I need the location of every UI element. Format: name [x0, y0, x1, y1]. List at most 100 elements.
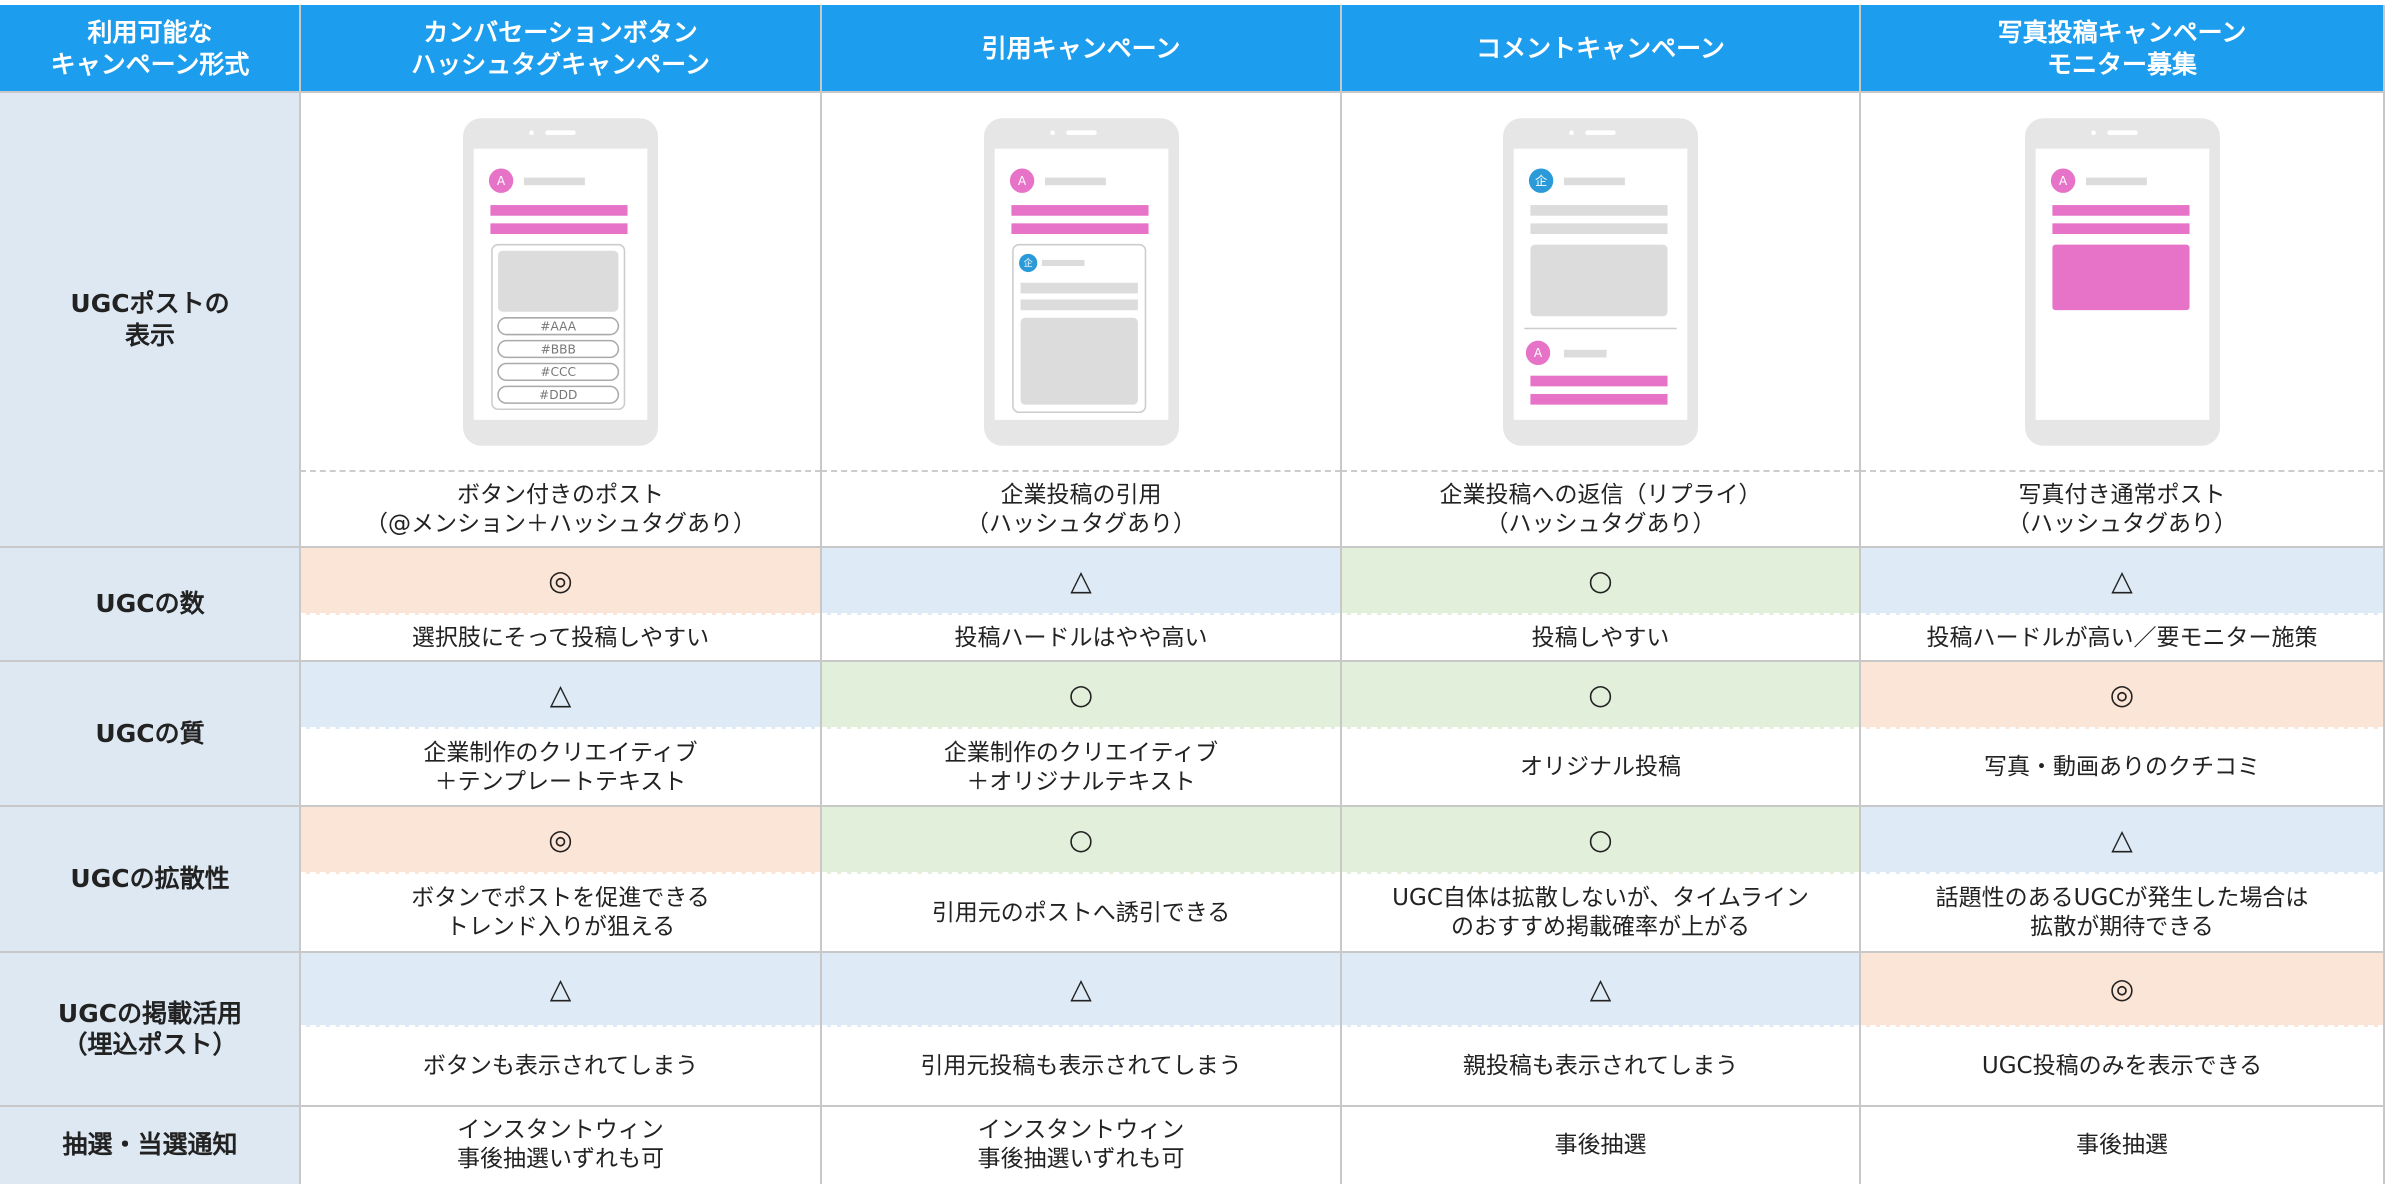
rating: ○	[821, 806, 1341, 874]
rating: ◎	[300, 806, 821, 874]
embed-frame	[491, 243, 626, 410]
grid-line	[0, 951, 2384, 953]
text-line	[1010, 223, 1149, 235]
grid-line	[1859, 5, 1861, 1184]
avatar-text: A	[1017, 174, 1026, 188]
phone-speaker	[1065, 130, 1097, 135]
avatar	[1009, 168, 1034, 193]
rating: ○	[1341, 661, 1860, 729]
phone-camera	[1569, 130, 1574, 135]
note: ボタンも表示されてしまう	[422, 1053, 699, 1080]
phone-speaker	[2106, 130, 2138, 135]
grid-line	[0, 805, 2384, 807]
text-line	[2051, 223, 2190, 235]
phone-speaker	[1585, 130, 1616, 135]
note: 写真・動画ありのクチコミ	[1984, 754, 2260, 781]
phone-mockup: A	[2024, 118, 2220, 446]
rating: △	[300, 661, 821, 729]
rating: ○	[821, 661, 1341, 729]
rating: △	[1860, 547, 2384, 615]
rating: △	[300, 952, 821, 1027]
note: インスタントウィン 事後抽選いずれも可	[977, 1117, 1185, 1172]
image-placeholder	[1530, 244, 1668, 317]
note: UGC自体は拡散しないが、タイムライン のおすすめ掲載確率が上がる	[1392, 885, 1809, 940]
display-cell: A 企企業投稿の引用 （ハッシュタグあり）	[821, 92, 1341, 547]
name-line	[2085, 177, 2147, 186]
name-line	[1563, 349, 1607, 358]
grid-line	[0, 91, 2384, 93]
tag-button	[497, 385, 620, 404]
photo	[2051, 244, 2190, 311]
display-cell: A 写真付き通常ポスト （ハッシュタグあり）	[1860, 92, 2384, 547]
note: 企業制作のクリエイティブ ＋オリジナルテキスト	[943, 739, 1219, 795]
note: 企業制作のクリエイティブ ＋テンプレートテキスト	[423, 739, 698, 795]
caption: 企業投稿への返信（リプライ） （ハッシュタグあり）	[1341, 470, 1860, 547]
image-placeholder	[498, 250, 619, 312]
grid-line	[0, 1105, 2384, 1107]
rating: ◎	[1860, 661, 2384, 729]
header-cell: カンバセーションボタン ハッシュタグキャンペーン	[300, 5, 821, 92]
caption: 写真付き通常ポスト （ハッシュタグあり）	[1860, 470, 2384, 547]
tag-button	[497, 339, 620, 359]
note: オリジナル投稿	[1520, 754, 1681, 781]
note: 親投稿も表示されてしまう	[1462, 1053, 1739, 1080]
note: 投稿ハードルが高い／要モニター施策	[1926, 624, 2318, 651]
rating: ○	[1341, 806, 1860, 874]
phone-camera	[529, 130, 534, 135]
note: 引用元のポストへ誘引できる	[931, 899, 1231, 926]
caption: 企業投稿の引用 （ハッシュタグあり）	[821, 470, 1341, 547]
rating: ◎	[300, 547, 821, 615]
text-line	[1530, 205, 1668, 216]
note: 事後抽選	[2076, 1131, 2168, 1158]
text-line	[1010, 205, 1149, 216]
phone-speaker	[545, 130, 576, 135]
row-label: UGCの拡散性	[0, 806, 300, 952]
phone-camera	[1049, 130, 1055, 135]
header-cell: 写真投稿キャンペーン モニター募集	[1860, 5, 2384, 92]
phone-camera	[2090, 130, 2096, 135]
note: 投稿ハードルはやや高い	[954, 624, 1208, 651]
rating: △	[821, 952, 1341, 1027]
header-cell: コメントキャンペーン	[1341, 5, 1860, 92]
note: UGC投稿のみを表示できる	[1981, 1053, 2263, 1080]
tag-button	[497, 362, 620, 382]
row-label: UGCの質	[0, 661, 300, 806]
display-cell: A #AAA #BBB #CCC #DDD ボタン付きのポスト （@メンション＋ハッシュタ…	[300, 92, 821, 547]
image-placeholder	[1020, 317, 1138, 405]
rating: ◎	[1860, 952, 2384, 1027]
text-line	[490, 223, 628, 235]
display-cell: 企 A 企業投稿への返信（リプライ） （ハッシュタグあり）	[1341, 92, 1860, 547]
tag-text: #DDD	[539, 388, 577, 402]
grid-line	[2383, 5, 2385, 1184]
row-label: UGCの掲載活用 （埋込ポスト）	[0, 952, 300, 1106]
text-line	[2051, 205, 2190, 216]
rating: △	[1860, 806, 2384, 874]
note: 話題性のあるUGCが発生した場合は 拡散が期待できる	[1935, 885, 2309, 940]
avatar-text: A	[497, 174, 506, 188]
row-label: 抽選・当選通知	[0, 1106, 300, 1184]
rating: △	[821, 547, 1341, 615]
rating: ○	[1341, 547, 1860, 615]
grid-line	[0, 660, 2384, 662]
avatar-text: 企	[1023, 257, 1032, 269]
avatar	[488, 168, 514, 193]
tag-button	[497, 317, 620, 336]
phone-mockup: 企A	[1503, 118, 1698, 446]
header-cell: 利用可能な キャンペーン形式	[0, 5, 300, 92]
grid-line	[0, 546, 2384, 548]
rating: △	[1341, 952, 1860, 1027]
avatar	[1525, 340, 1551, 366]
text-line	[1020, 299, 1138, 311]
phone-mockup: A企	[983, 118, 1179, 446]
note: インスタントウィン 事後抽選いずれも可	[457, 1117, 664, 1172]
text-line	[1530, 375, 1668, 387]
text-line	[1530, 393, 1668, 405]
text-line	[490, 205, 628, 216]
avatar-text: A	[1534, 346, 1543, 360]
header-cell: 引用キャンペーン	[821, 5, 1341, 92]
caption: ボタン付きのポスト （@メンション＋ハッシュタグあり）	[300, 470, 821, 547]
avatar	[1528, 168, 1554, 193]
row-label: UGCの数	[0, 547, 300, 661]
note: ボタンでポストを促進できる トレンド入りが狙える	[411, 885, 710, 940]
